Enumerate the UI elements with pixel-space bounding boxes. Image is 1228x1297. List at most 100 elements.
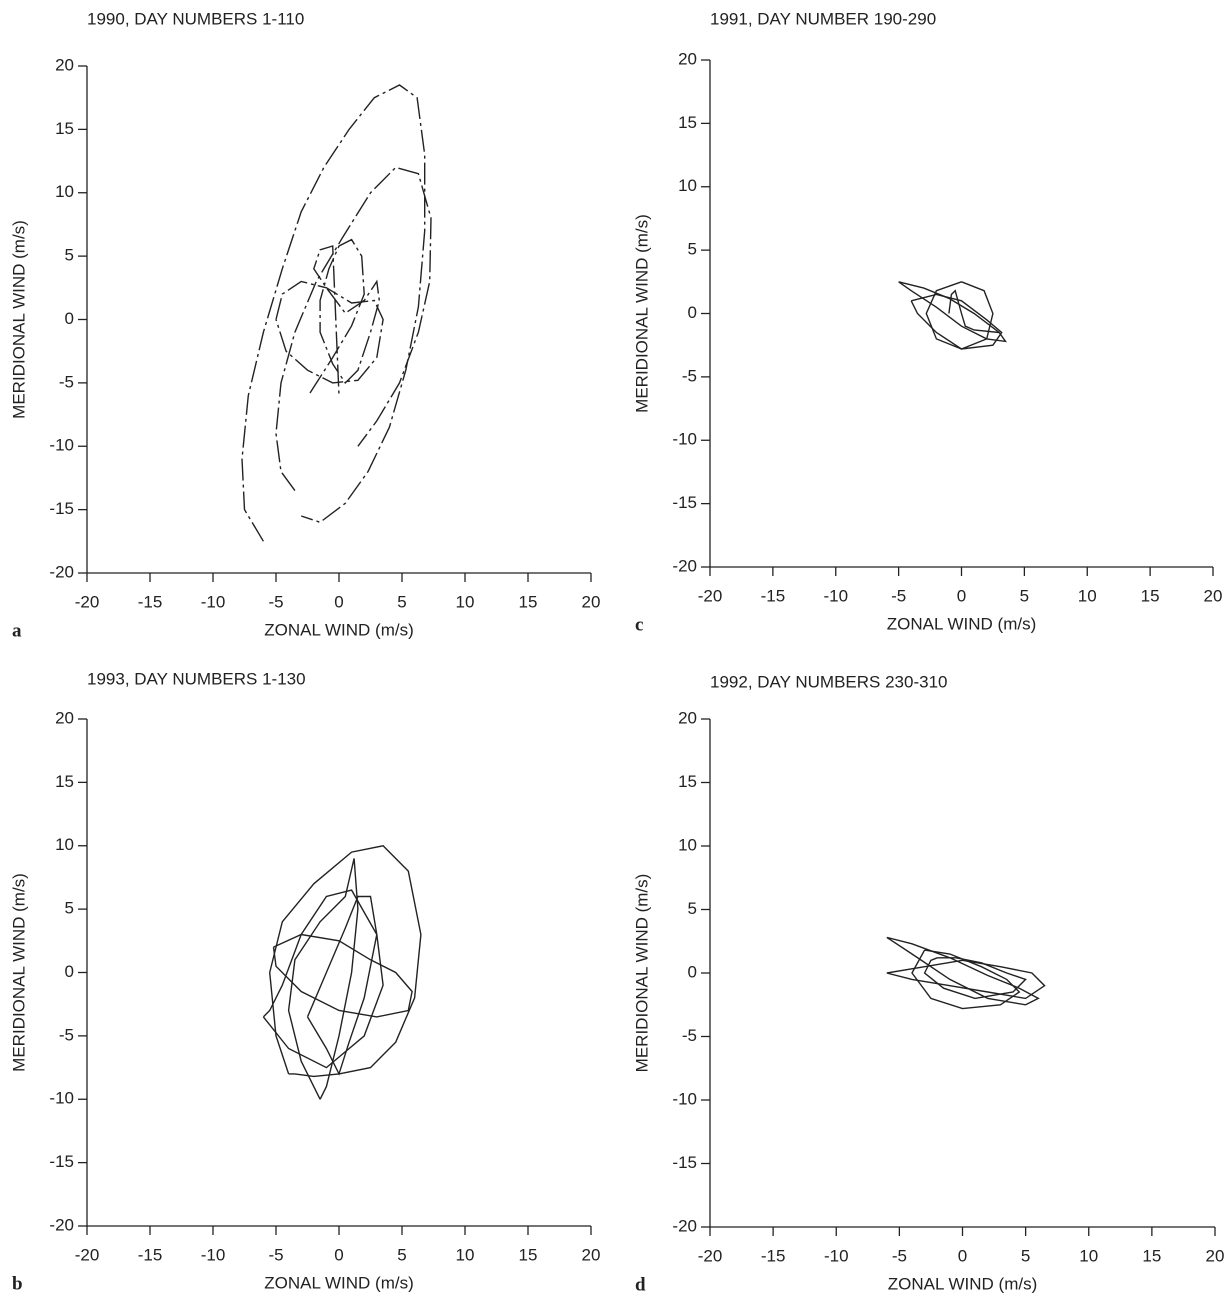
x-tick-label: -10	[823, 586, 848, 605]
x-tick-label: 10	[456, 592, 475, 611]
y-tick-label: -20	[49, 562, 74, 581]
x-tick-label: -15	[138, 1245, 163, 1264]
x-tick-label: 10	[456, 1245, 475, 1264]
y-axis-label: MERIDIONAL WIND (m/s)	[632, 874, 651, 1073]
x-axis-label: ZONAL WIND (m/s)	[264, 620, 414, 639]
x-tick-label: 0	[958, 1246, 967, 1265]
x-tick-label: 0	[334, 1245, 343, 1264]
y-tick-label: -20	[49, 1215, 74, 1234]
panel-letter: c	[635, 614, 643, 635]
panel-title: 1992, DAY NUMBERS 230-310	[710, 672, 948, 691]
y-tick-label: 5	[65, 246, 74, 265]
wind-trace	[910, 293, 1003, 350]
y-tick-label: 0	[65, 309, 74, 328]
y-tick-label: -15	[672, 493, 697, 512]
wind-trace	[306, 895, 378, 1076]
x-tick-label: -15	[761, 1246, 786, 1265]
x-tick-label: -10	[201, 1245, 226, 1264]
y-tick-label: 5	[688, 240, 697, 259]
x-tick-label: 5	[397, 1245, 406, 1264]
wind-trace	[911, 949, 1021, 1010]
wind-trace	[925, 281, 994, 350]
x-tick-label: 15	[1141, 586, 1160, 605]
x-tick-label: 0	[334, 592, 343, 611]
x-tick-label: -5	[268, 592, 283, 611]
y-tick-label: 10	[55, 835, 74, 854]
x-tick-label: 5	[397, 592, 406, 611]
wind-trace	[923, 957, 1027, 1000]
x-tick-label: -15	[761, 586, 786, 605]
x-tick-label: 20	[582, 1245, 601, 1264]
y-tick-label: 0	[688, 303, 697, 322]
panel: 1991, DAY NUMBER 190-290 -20 -15 -10 -5 0 5 10 1…	[632, 9, 1222, 635]
wind-trace	[886, 959, 1046, 1000]
panel: 1990, DAY NUMBERS 1-110 -20 -15 -10 -5 0 5 10 15…	[9, 9, 600, 641]
y-tick-label: -5	[682, 366, 697, 385]
y-tick-label: -10	[672, 1089, 697, 1108]
x-tick-label: 10	[1078, 586, 1097, 605]
wind-trace	[272, 933, 413, 1018]
y-tick-label: 15	[55, 772, 74, 791]
x-tick-label: -20	[698, 586, 723, 605]
wind-trace	[948, 289, 1000, 334]
wind-trace	[241, 84, 426, 542]
x-tick-label: 15	[519, 1245, 538, 1264]
x-axis-label: ZONAL WIND (m/s)	[264, 1273, 414, 1292]
panel-title: 1991, DAY NUMBER 190-290	[710, 9, 936, 28]
x-tick-label: -20	[75, 1245, 100, 1264]
y-tick-label: 10	[678, 176, 697, 195]
y-tick-label: -15	[672, 1153, 697, 1172]
x-tick-label: 20	[582, 592, 601, 611]
wind-trace	[886, 936, 1040, 1006]
wind-trace	[287, 858, 359, 1100]
x-tick-label: -5	[891, 586, 906, 605]
panel-letter: a	[12, 620, 22, 641]
panel-letter: d	[635, 1274, 646, 1295]
x-axis-label: ZONAL WIND (m/s)	[887, 614, 1037, 633]
y-tick-label: -5	[59, 372, 74, 391]
y-tick-label: 10	[678, 835, 697, 854]
wind-trace	[275, 166, 432, 492]
wind-trace	[275, 280, 384, 384]
y-axis-label: MERIDIONAL WIND (m/s)	[9, 873, 28, 1072]
wind-trace	[309, 238, 381, 396]
wind-trace	[262, 889, 384, 1069]
x-tick-label: -20	[75, 592, 100, 611]
y-tick-label: -20	[672, 556, 697, 575]
x-tick-label: 10	[1079, 1246, 1098, 1265]
y-tick-label: -5	[682, 1026, 697, 1045]
y-tick-label: 20	[678, 708, 697, 727]
wind-trace	[268, 845, 422, 1078]
y-tick-label: 15	[678, 772, 697, 791]
x-tick-label: 0	[957, 586, 966, 605]
wind-trace	[898, 281, 1007, 343]
panel: 1993, DAY NUMBERS 1-130 -20 -15 -10 -5 0 5 10 15…	[9, 669, 600, 1294]
y-tick-label: -5	[59, 1025, 74, 1044]
x-tick-label: -20	[698, 1246, 723, 1265]
x-tick-label: 5	[1021, 1246, 1030, 1265]
x-tick-label: 20	[1204, 586, 1223, 605]
y-tick-label: 15	[678, 113, 697, 132]
y-tick-label: -10	[49, 436, 74, 455]
y-axis-label: MERIDIONAL WIND (m/s)	[9, 220, 28, 419]
y-tick-label: 0	[688, 962, 697, 981]
y-tick-label: -10	[672, 430, 697, 449]
panel-title: 1990, DAY NUMBERS 1-110	[87, 9, 304, 28]
panel: 1992, DAY NUMBERS 230-310 -20 -15 -10 -5 0 5 10…	[632, 672, 1224, 1295]
x-tick-label: 15	[1142, 1246, 1161, 1265]
y-tick-label: 20	[55, 708, 74, 727]
y-tick-label: 20	[678, 49, 697, 68]
y-tick-label: 0	[65, 962, 74, 981]
y-tick-label: -20	[672, 1216, 697, 1235]
y-tick-label: 20	[55, 55, 74, 74]
panel-letter: b	[12, 1273, 23, 1294]
y-tick-label: -15	[49, 499, 74, 518]
x-tick-label: -15	[138, 592, 163, 611]
x-tick-label: 5	[1020, 586, 1029, 605]
x-axis-label: ZONAL WIND (m/s)	[888, 1274, 1038, 1293]
x-tick-label: -10	[201, 592, 226, 611]
x-tick-label: -5	[892, 1246, 907, 1265]
y-tick-label: 5	[65, 899, 74, 918]
y-tick-label: -15	[49, 1152, 74, 1171]
